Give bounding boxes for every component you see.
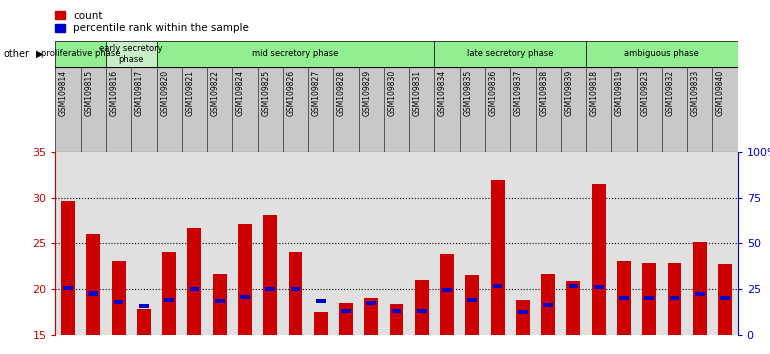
Text: GSM109836: GSM109836	[489, 70, 497, 116]
Bar	[316, 299, 326, 303]
Bar	[240, 295, 249, 299]
Bar	[266, 287, 275, 291]
Text: GSM109832: GSM109832	[665, 70, 675, 116]
Text: GSM109822: GSM109822	[211, 70, 219, 116]
Bar	[586, 41, 738, 67]
Bar	[442, 288, 452, 292]
Text: GSM109827: GSM109827	[312, 70, 321, 116]
Bar	[341, 309, 351, 313]
Bar	[238, 224, 252, 335]
Bar	[114, 300, 123, 304]
Bar	[367, 301, 377, 305]
Text: early secretory
phase: early secretory phase	[99, 44, 163, 64]
Text: GSM109840: GSM109840	[716, 70, 725, 116]
Bar	[568, 284, 578, 288]
Text: GSM109814: GSM109814	[59, 70, 68, 116]
Bar	[440, 254, 454, 335]
Bar	[55, 41, 106, 67]
Bar	[89, 291, 99, 296]
Bar	[164, 298, 174, 302]
Bar	[63, 286, 73, 290]
Bar	[187, 228, 202, 335]
Text: GSM109823: GSM109823	[640, 70, 649, 116]
Bar	[364, 298, 378, 335]
Bar	[61, 200, 75, 335]
Text: GSM109819: GSM109819	[615, 70, 624, 116]
Bar	[189, 287, 199, 291]
Bar	[465, 275, 479, 335]
Bar	[112, 261, 126, 335]
Bar	[434, 41, 586, 67]
Text: GSM109825: GSM109825	[261, 70, 270, 116]
Bar	[518, 310, 527, 314]
Bar	[516, 300, 530, 335]
Bar	[693, 241, 707, 335]
Bar	[594, 285, 604, 289]
Bar	[544, 303, 553, 307]
Text: GDS2052 / 215851_at: GDS2052 / 215851_at	[55, 138, 193, 151]
Bar	[139, 304, 149, 308]
Bar	[213, 274, 226, 335]
Bar	[668, 263, 681, 335]
Bar	[720, 296, 730, 300]
Bar	[86, 234, 100, 335]
Text: proliferative phase: proliferative phase	[41, 50, 120, 58]
Bar	[415, 280, 429, 335]
Bar	[417, 309, 427, 313]
Bar	[314, 312, 328, 335]
Text: GSM109838: GSM109838	[539, 70, 548, 116]
Text: GSM109835: GSM109835	[464, 70, 472, 116]
Text: GSM109824: GSM109824	[236, 70, 245, 116]
Bar	[162, 252, 176, 335]
Bar	[718, 264, 732, 335]
Bar	[156, 41, 434, 67]
Bar	[567, 281, 581, 335]
Text: GSM109818: GSM109818	[590, 70, 599, 116]
Text: GSM109821: GSM109821	[186, 70, 194, 116]
Bar	[467, 298, 477, 302]
Text: GSM109831: GSM109831	[413, 70, 422, 116]
Text: GSM109830: GSM109830	[387, 70, 397, 116]
Text: ambiguous phase: ambiguous phase	[624, 50, 699, 58]
Bar	[695, 292, 705, 296]
Text: GSM109839: GSM109839	[564, 70, 574, 116]
Bar	[541, 274, 555, 335]
Bar	[493, 284, 503, 288]
Text: GSM109815: GSM109815	[85, 70, 93, 116]
Text: GSM109820: GSM109820	[160, 70, 169, 116]
Text: ▶: ▶	[36, 49, 44, 59]
Bar	[490, 179, 504, 335]
Bar	[670, 296, 679, 300]
Legend: count, percentile rank within the sample: count, percentile rank within the sample	[55, 11, 249, 33]
Bar	[137, 309, 151, 335]
Bar	[215, 299, 225, 303]
Bar	[289, 252, 303, 335]
Bar	[642, 263, 656, 335]
Bar	[339, 303, 353, 335]
Bar	[290, 287, 300, 291]
Text: GSM109837: GSM109837	[514, 70, 523, 116]
Bar	[392, 309, 401, 313]
Text: GSM109817: GSM109817	[135, 70, 144, 116]
Text: GSM109828: GSM109828	[337, 70, 346, 116]
Text: GSM109834: GSM109834	[438, 70, 447, 116]
Bar	[591, 184, 606, 335]
Text: GSM109816: GSM109816	[109, 70, 119, 116]
Text: GSM109826: GSM109826	[286, 70, 296, 116]
Bar	[106, 41, 156, 67]
Text: GSM109833: GSM109833	[691, 70, 700, 116]
Text: GSM109829: GSM109829	[362, 70, 371, 116]
Text: mid secretory phase: mid secretory phase	[253, 50, 339, 58]
Bar	[644, 296, 654, 300]
Bar	[619, 296, 629, 300]
Bar	[390, 304, 403, 335]
Text: other: other	[3, 49, 29, 59]
Text: late secretory phase: late secretory phase	[467, 50, 554, 58]
Bar	[263, 215, 277, 335]
Bar	[617, 261, 631, 335]
